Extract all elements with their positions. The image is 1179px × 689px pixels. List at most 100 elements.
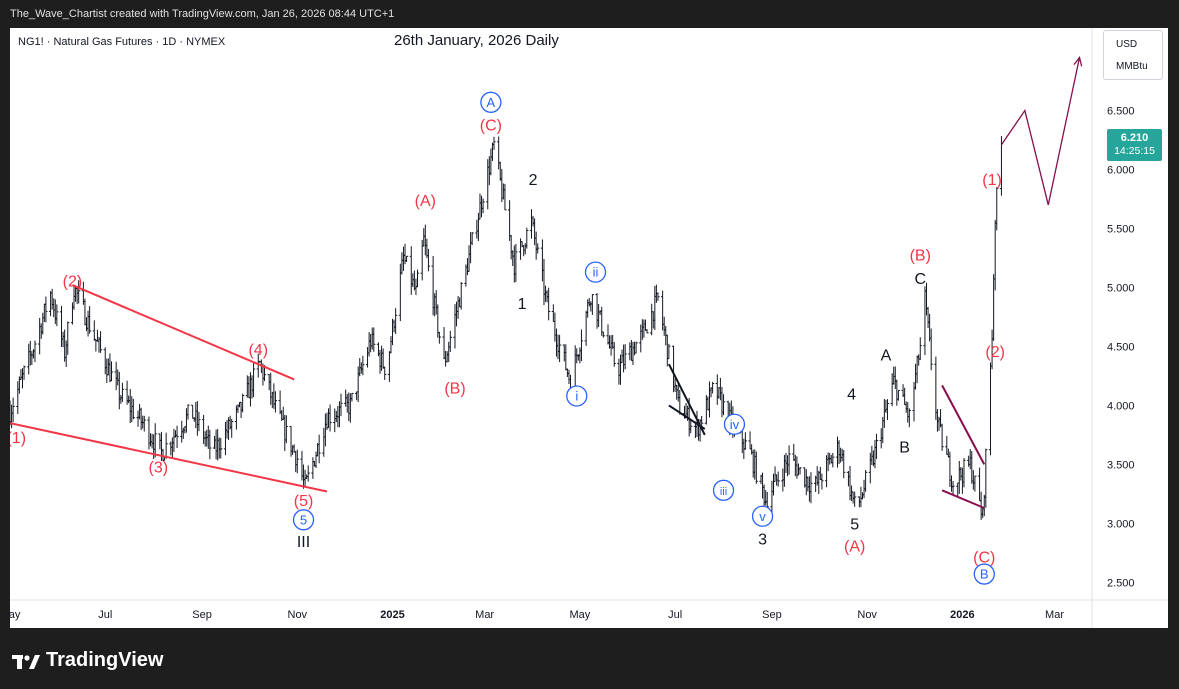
ohlc-bar [306,465,310,482]
wave-label[interactable]: (2) [63,273,83,290]
svg-text:B: B [980,567,989,582]
ohlc-bar [11,397,15,423]
ohlc-bar [536,243,540,254]
symbol-legend[interactable]: NG1! · Natural Gas Futures · 1D · NYMEX [18,36,226,48]
wave-label[interactable]: ii [584,261,607,283]
wave-label[interactable]: (1) [10,430,26,447]
svg-text:(4): (4) [248,342,268,359]
unit-selector[interactable]: USD MMBtu [1103,30,1163,80]
price-tick-label: 6.500 [1107,106,1135,118]
ohlc-bar [557,334,562,363]
ohlc-bar [394,308,398,334]
ohlc-bar [131,398,135,420]
ohlc-bar [601,331,605,338]
wave-label[interactable]: 3 [758,532,767,549]
last-price-tag: 6.210 14:25:15 [1107,129,1162,161]
ohlc-bar [689,419,693,434]
ohlc-bar [508,200,512,241]
price-tick-label: 6.000 [1107,165,1135,177]
chart-title: 26th January, 2026 Daily [394,32,559,49]
wave-label[interactable]: B [973,563,995,585]
ohlc-bar [820,473,824,490]
ohlc-bar [743,432,747,450]
trendline[interactable] [941,384,986,465]
ohlc-bar [798,467,802,475]
projection-arrowhead [1073,56,1083,67]
time-tick-label: May [10,609,21,621]
ohlc-bar [984,448,988,508]
svg-text:(B): (B) [444,381,465,398]
ohlc-bar [623,344,627,370]
price-tick-label: 5.000 [1107,282,1135,294]
wave-label[interactable]: (4) [248,342,268,359]
unit-label[interactable]: MMBtu [1116,61,1148,72]
wave-label[interactable]: (A) [844,539,865,556]
wave-label[interactable]: (3) [149,460,169,477]
trendline[interactable] [668,404,706,430]
ohlc-bar [164,432,168,459]
price-chart[interactable]: (1)(2)(3)(4)(5)5III(A)(B)A(C)21iiiiviiiv… [10,28,1168,628]
svg-text:ii: ii [593,265,599,280]
price-axis[interactable]: 2.500 3.000 3.500 4.000 4.500 5.000 5.500 6.000… [1091,28,1135,628]
ohlc-bar [645,329,649,334]
wave-label[interactable]: C [914,271,926,288]
time-tick-label: Sep [192,609,212,621]
wave-label[interactable]: iv [723,413,746,435]
attribution-bar: The_Wave_Chartist created with TradingVi… [0,0,1179,28]
trendline[interactable] [72,284,295,381]
wave-label[interactable]: A [480,91,502,113]
trendline[interactable] [667,363,706,436]
trendline[interactable] [941,489,985,509]
ohlc-bar [907,408,911,428]
ohlc-bar [339,393,343,417]
ohlc-bar [448,330,452,352]
ohlc-bar [328,404,332,432]
wave-label[interactable]: 5 [850,516,859,533]
ohlc-bar [525,227,529,249]
wave-label[interactable]: (2) [985,344,1005,361]
ohlc-bar [973,475,977,492]
ohlc-bar [44,296,48,323]
wave-label[interactable]: v [751,505,774,527]
wave-label[interactable]: B [899,440,910,457]
svg-text:(A): (A) [415,193,436,210]
time-tick-label: Nov [288,609,308,621]
wave-label[interactable]: i [566,385,588,407]
wave-label[interactable]: (C) [973,549,995,566]
wave-label[interactable]: (B) [910,247,931,264]
svg-text:4: 4 [847,387,856,404]
wave-label[interactable]: (1) [982,172,1002,189]
ohlc-bar [874,433,879,459]
wave-label[interactable]: A [881,348,892,365]
time-tick-label: Mar [475,609,494,621]
wave-label[interactable]: (C) [480,118,502,135]
ohlc-bar [109,361,114,382]
svg-text:A: A [487,95,496,110]
wave-label[interactable]: (5) [294,493,314,510]
ohlc-bar [634,341,638,354]
chart-frame[interactable]: (1)(2)(3)(4)(5)5III(A)(B)A(C)21iiiiviiiv… [10,28,1168,628]
wave-label[interactable]: 1 [518,296,527,313]
ohlc-bar [191,404,195,419]
svg-text:(2): (2) [985,344,1005,361]
price-tick-label: 5.500 [1107,223,1135,235]
ohlc-bar [251,362,256,398]
wave-label[interactable]: III [297,534,310,551]
projection-path[interactable] [1000,57,1081,206]
wave-label[interactable]: 5 [292,509,315,531]
currency-label[interactable]: USD [1116,39,1138,50]
ohlc-bar [175,425,179,449]
svg-text:C: C [914,271,926,288]
wave-label[interactable]: (B) [444,381,465,398]
trendline[interactable] [10,422,328,493]
wave-label[interactable]: iii [712,479,735,501]
ohlc-bar [940,423,944,451]
ohlc-bar [776,471,780,487]
wave-label[interactable]: (A) [415,193,436,210]
last-price: 6.210 [1120,132,1149,144]
trendlines [10,284,986,509]
ohlc-bar [142,415,146,432]
wave-label[interactable]: 2 [529,172,538,189]
wave-label[interactable]: 4 [847,387,856,404]
time-axis[interactable]: May Jul Sep Nov 2025 Mar May Jul Sep Nov 2026 Mar [10,599,1168,621]
